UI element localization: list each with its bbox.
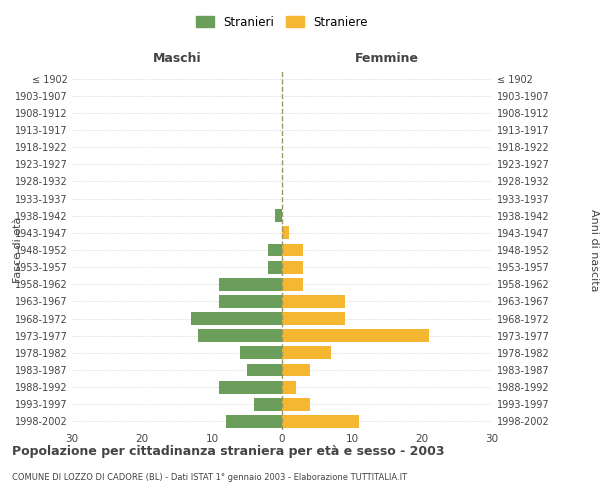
Legend: Stranieri, Straniere: Stranieri, Straniere <box>191 11 373 34</box>
Bar <box>254 398 282 410</box>
Bar <box>268 260 282 274</box>
Bar <box>282 346 331 360</box>
Bar <box>275 210 282 222</box>
Bar <box>219 380 282 394</box>
Bar <box>282 226 289 239</box>
Bar <box>282 330 429 342</box>
Text: Anni di nascita: Anni di nascita <box>589 209 599 291</box>
Bar <box>282 398 310 410</box>
Bar <box>282 278 303 290</box>
Bar <box>268 244 282 256</box>
Bar <box>282 295 345 308</box>
Bar <box>282 260 303 274</box>
Bar <box>282 364 310 376</box>
Bar <box>219 295 282 308</box>
Bar <box>226 415 282 428</box>
Bar <box>282 312 345 325</box>
Bar <box>282 244 303 256</box>
Text: Maschi: Maschi <box>152 52 202 65</box>
Bar <box>240 346 282 360</box>
Bar <box>191 312 282 325</box>
Bar <box>282 415 359 428</box>
Text: Fasce di età: Fasce di età <box>13 217 23 283</box>
Bar <box>198 330 282 342</box>
Bar <box>219 278 282 290</box>
Text: Popolazione per cittadinanza straniera per età e sesso - 2003: Popolazione per cittadinanza straniera p… <box>12 445 445 458</box>
Text: Femmine: Femmine <box>355 52 419 65</box>
Bar <box>247 364 282 376</box>
Bar <box>282 380 296 394</box>
Text: COMUNE DI LOZZO DI CADORE (BL) - Dati ISTAT 1° gennaio 2003 - Elaborazione TUTTI: COMUNE DI LOZZO DI CADORE (BL) - Dati IS… <box>12 473 407 482</box>
